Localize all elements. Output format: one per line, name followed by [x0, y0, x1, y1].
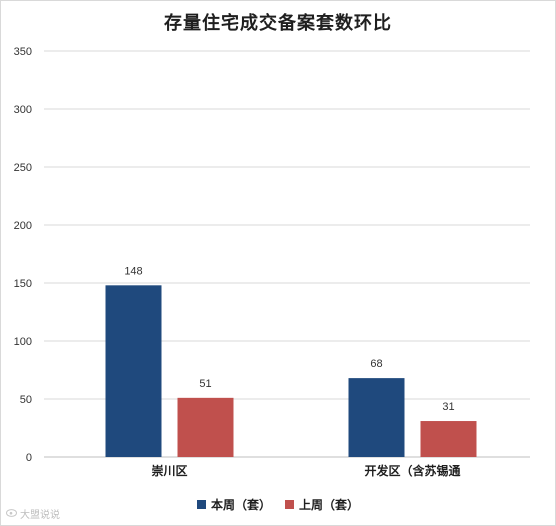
- data-label: 51: [199, 378, 211, 390]
- legend-item: 上周（套）: [285, 496, 359, 513]
- data-label: 148: [124, 265, 142, 277]
- y-tick-label: 100: [14, 336, 32, 348]
- watermark: 大盟说说: [6, 506, 60, 521]
- watermark-text: 大盟说说: [20, 510, 60, 521]
- y-tick-label: 250: [14, 162, 32, 174]
- chart-legend: 本周（套） 上周（套）: [0, 496, 556, 513]
- legend-label: 上周（套）: [299, 498, 360, 512]
- bar: [420, 421, 477, 457]
- weibo-icon: [6, 507, 18, 520]
- legend-item: 本周（套）: [196, 496, 271, 513]
- y-tick-label: 50: [20, 394, 32, 406]
- data-label: 68: [370, 358, 382, 370]
- legend-swatch: [285, 500, 294, 509]
- data-label: 31: [442, 401, 454, 413]
- bar: [177, 397, 234, 457]
- bar: [348, 378, 405, 457]
- category-label: 崇川区: [151, 463, 187, 478]
- y-tick-label: 350: [14, 46, 32, 58]
- chart-title: 存量住宅成交备案套数环比: [164, 13, 392, 34]
- bar: [105, 285, 162, 457]
- y-tick-label: 300: [14, 104, 32, 116]
- category-label: 开发区（含苏锡通: [364, 463, 460, 478]
- y-tick-label: 0: [26, 452, 32, 464]
- y-tick-label: 150: [14, 278, 32, 290]
- legend-label: 本周（套）: [210, 498, 271, 512]
- y-tick-label: 200: [14, 220, 32, 232]
- legend-swatch: [196, 500, 206, 509]
